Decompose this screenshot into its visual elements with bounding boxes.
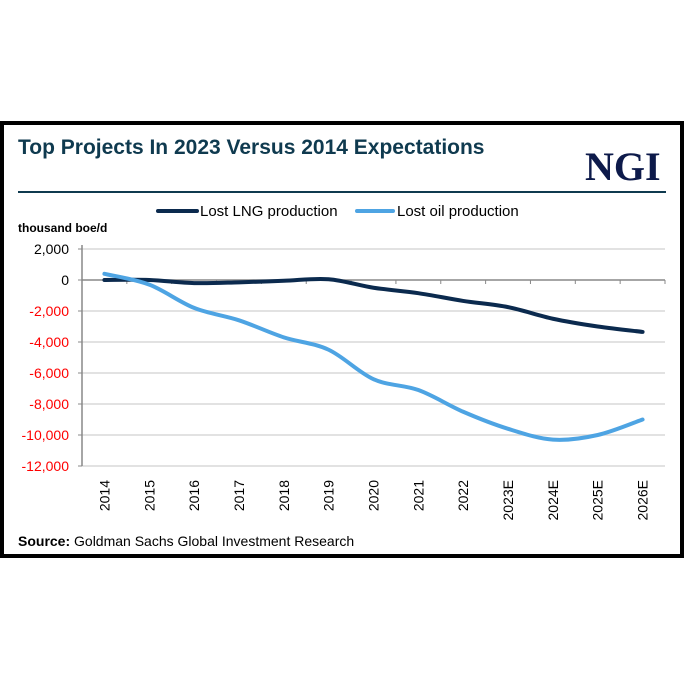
legend-label-oil: Lost oil production: [397, 203, 519, 220]
legend-label-lng: Lost LNG production: [200, 203, 338, 220]
y-tick-label: -4,000: [29, 334, 69, 350]
x-tick-label: 2026E: [635, 480, 651, 520]
ngi-logo: NGI: [585, 144, 661, 189]
x-tick-label: 2022: [455, 480, 471, 511]
y-tick-label: -2,000: [29, 303, 69, 319]
x-tick-label: 2019: [321, 480, 337, 511]
x-tick-label: 2021: [410, 480, 426, 511]
chart-title: Top Projects In 2023 Versus 2014 Expecta…: [18, 136, 485, 159]
source-note: Source: Goldman Sachs Global Investment …: [18, 533, 354, 549]
x-tick-label: 2025E: [590, 480, 606, 520]
x-tick-label: 2024E: [545, 480, 561, 520]
y-tick-label: 0: [61, 272, 69, 288]
series-line-oil: [102, 271, 645, 442]
legend: Lost LNG production Lost oil production: [156, 203, 519, 220]
y-axis-label: thousand boe/d: [18, 221, 107, 235]
source-label: Source:: [18, 533, 70, 549]
x-tick-label: 2014: [96, 480, 112, 511]
y-tick-label: -10,000: [22, 427, 70, 443]
x-tick-label: 2023E: [500, 480, 516, 520]
y-tick-label: -8,000: [29, 396, 69, 412]
x-tick-label: 2017: [231, 480, 247, 511]
y-tick-label: -6,000: [29, 365, 69, 381]
x-tick-label: 2020: [366, 480, 382, 511]
y-tick-label: 2,000: [34, 241, 69, 257]
x-tick-label: 2016: [186, 480, 202, 511]
chart-frame: [0, 121, 684, 558]
x-tick-label: 2015: [141, 480, 157, 511]
series-line-lng: [102, 276, 645, 334]
x-tick-label: 2018: [276, 480, 292, 511]
y-tick-label: -12,000: [22, 458, 70, 474]
source-text: Goldman Sachs Global Investment Research: [74, 533, 354, 549]
